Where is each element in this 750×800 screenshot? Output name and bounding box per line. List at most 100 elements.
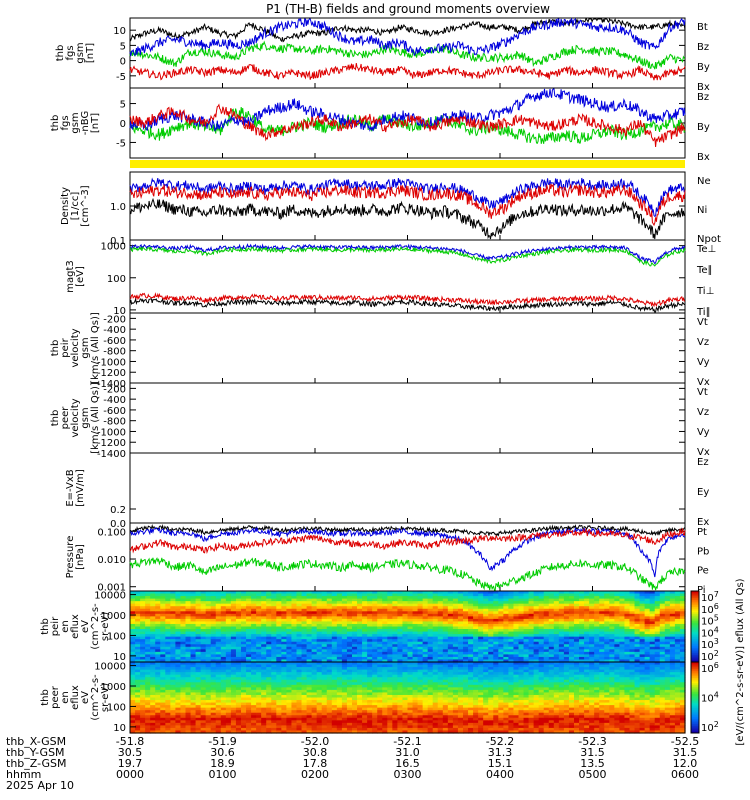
spectrogram-cell [644,634,651,638]
spectrogram-cell [346,634,353,638]
spectrogram-cell [311,649,318,653]
spectrogram-cell [427,603,434,607]
spectrogram-cell [306,679,313,683]
spectrogram-cell [135,616,141,620]
spectrogram-cell [251,664,257,668]
series-Ni [129,197,686,240]
spectrogram-cell [266,727,272,732]
spectrogram-cell [528,646,535,650]
spectrogram-cell [407,672,414,676]
spectrogram-cell [392,697,399,701]
spectrogram-cell [135,634,141,638]
spectrogram-cell [669,656,676,661]
spectrogram-cell [387,601,393,605]
spectrogram-cell [397,616,404,620]
spectrogram-cell [553,639,560,643]
spectrogram-cell [195,682,202,686]
spectrogram-cell [463,649,469,653]
spectrogram-cell [321,654,328,658]
spectrogram-cell [377,667,383,671]
spectrogram-cell [614,598,621,602]
spectrogram-cell [311,603,318,607]
spectrogram-cell [205,715,212,719]
spectrogram-cell [417,639,424,643]
spectrogram-cell [281,591,288,595]
spectrogram-cell [503,649,510,653]
spectrogram-cell [341,715,348,719]
spectrogram-cell [402,646,409,650]
spectrogram-cell [387,606,393,610]
spectrogram-cell [649,649,656,653]
spectrogram-cell [281,702,288,706]
spectrogram-cell [331,641,338,645]
spectrogram-cell [200,613,207,617]
spectrogram-cell [568,659,575,663]
spectrogram-cell [331,656,338,661]
spectrogram-cell [210,662,217,666]
spectrogram-cell [145,684,151,688]
spectrogram-cell [488,591,494,595]
spectrogram-cell [331,593,338,597]
spectrogram-cell [341,603,348,607]
spectrogram-cell [412,659,419,663]
spectrogram-cell [609,631,615,635]
spectrogram-cell [321,694,328,699]
spectrogram-cell [553,603,560,607]
spectrogram-cell [215,667,222,671]
spectrogram-cell [316,618,323,623]
y-tick-label: -1200 [97,368,126,379]
spectrogram-cell [664,621,671,625]
spectrogram-cell [326,634,333,638]
spectrogram-cell [200,710,207,714]
spectrogram-cell [266,644,272,648]
spectrogram-cell [321,618,328,623]
spectrogram-cell [246,621,252,625]
spectrogram-cell [533,611,540,615]
spectrogram-cell [609,639,615,643]
spectrogram-cell [185,687,192,691]
spectrogram-cell [155,631,161,635]
spectrogram-cell [235,722,242,726]
spectrogram-cell [604,621,610,625]
spectrogram-cell [316,692,323,696]
spectrogram-cell [624,631,631,635]
spectrogram-cell [397,669,404,673]
spectrogram-cell [291,700,298,704]
spectrogram-cell [357,616,363,620]
spectrogram-cell [291,626,298,630]
spectrogram-cell [246,684,252,688]
spectrogram-cell [306,705,313,709]
spectrogram-cell [352,710,358,714]
spectrogram-cell [548,601,555,605]
spectrogram-cell [518,591,525,595]
spectrogram-cell [225,639,232,643]
spectrogram-cell [609,598,615,602]
spectrogram-cell [463,641,469,645]
spectrogram-cell [609,613,615,617]
series-Ne [129,183,686,227]
spectrogram-cell [619,606,626,610]
spectrogram-cell [432,636,439,640]
spectrogram-cell [387,656,393,661]
spectrogram-cell [463,613,469,617]
spectrogram-cell [604,598,610,602]
spectrogram-cell [230,694,237,699]
spectrogram-cell [301,636,308,640]
spectrogram-cell [301,712,308,716]
spectrogram-cell [457,623,464,628]
spectrogram-cell [311,662,318,666]
spectrogram-cell [241,692,247,696]
spectrogram-cell [614,644,621,648]
spectrogram-cell [185,662,192,666]
spectrogram-cell [321,641,328,645]
spectrogram-cell [130,601,136,605]
spectrogram-cell [155,692,161,696]
spectrogram-cell [210,687,217,691]
spectrogram-cell [407,682,414,686]
spectrogram-cell [513,603,520,607]
spectrogram-cell [175,646,182,650]
spectrogram-cell [316,697,323,701]
spectrogram-cell [301,725,308,729]
spectrogram-cell [352,717,358,721]
spectrogram-cell [478,598,484,602]
